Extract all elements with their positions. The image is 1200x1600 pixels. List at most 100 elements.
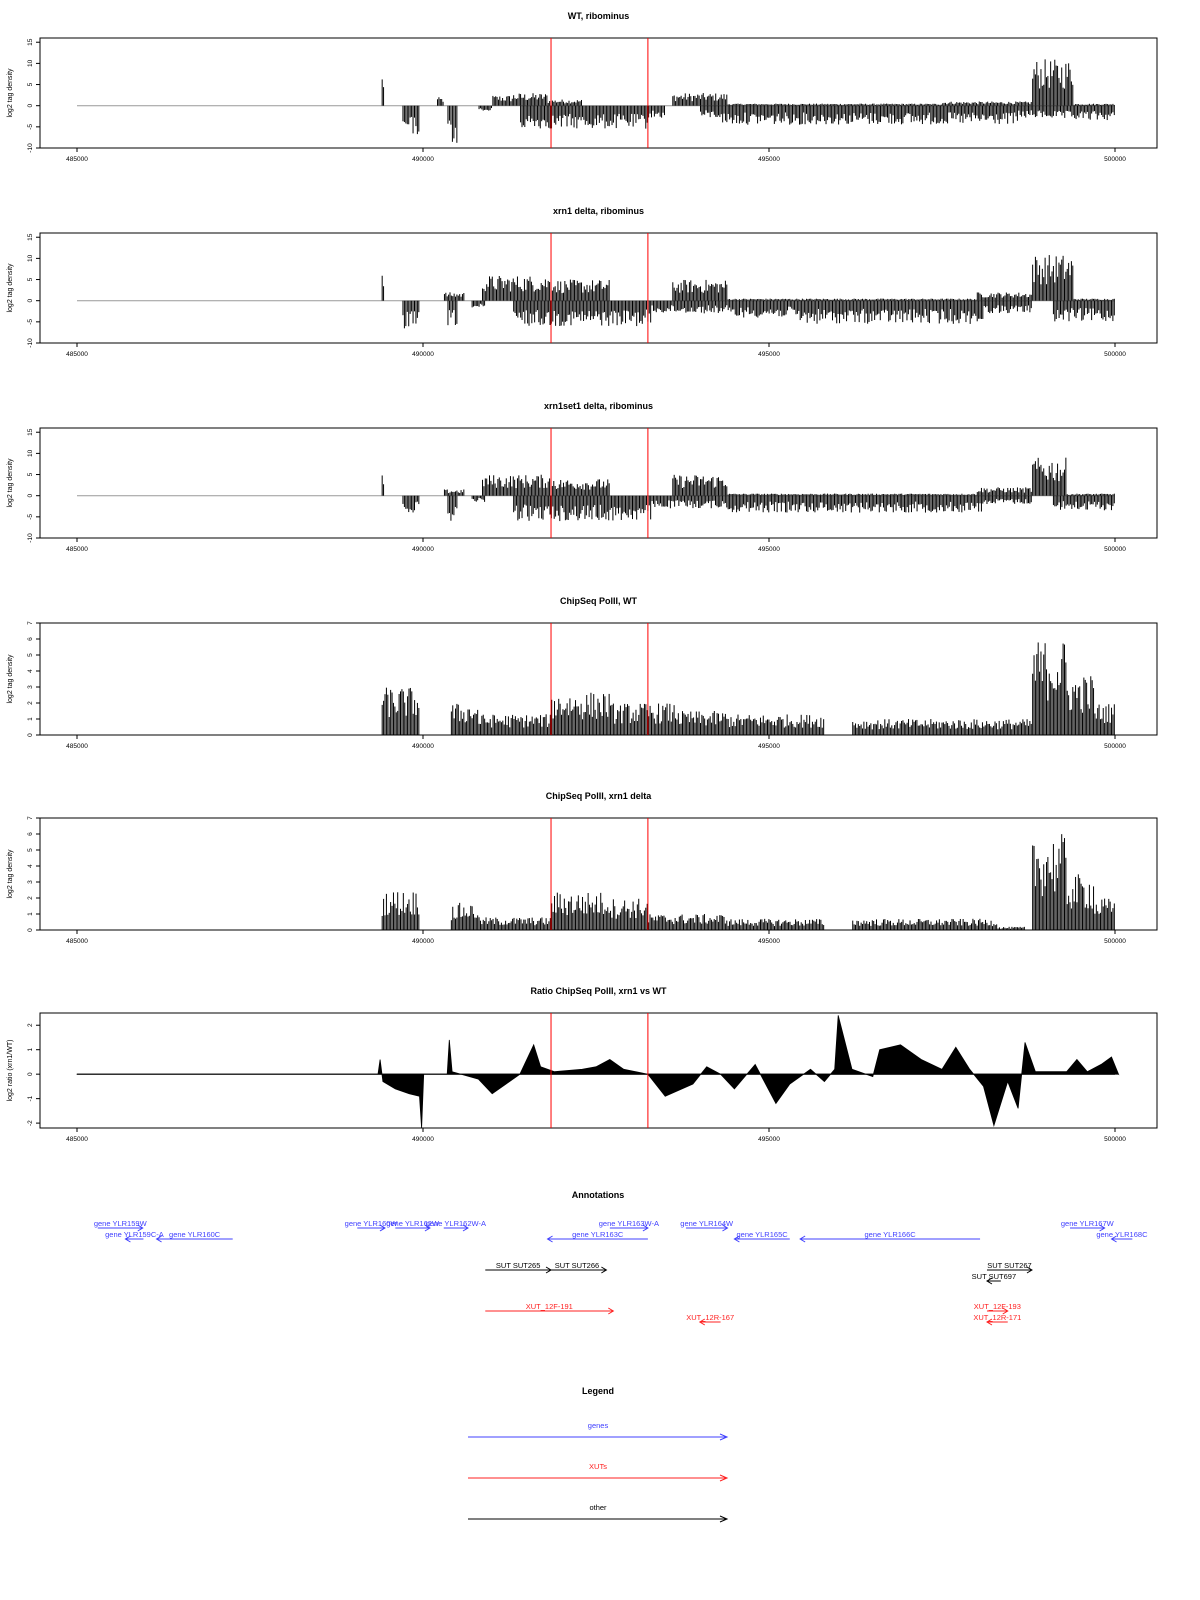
panel-5: ChipSeq PolII, xrn1 delta log2 tag densit… (7, 791, 1158, 945)
minus-strand-bars (447, 495, 458, 521)
minus-strand-bars (699, 105, 721, 118)
plus-strand-bars (551, 692, 610, 735)
gene-arrow-arrowhead (137, 1224, 144, 1232)
y-tick-label: 15 (27, 38, 34, 46)
annotations-panel: Annotations gene YLR159W gene YLR159C-A gen… (94, 1190, 1148, 1326)
legend: Legend genes XUTs other (468, 1386, 729, 1523)
y-axis-label: log2 tag density (7, 263, 14, 313)
gene-arrow-arrowhead (424, 1224, 431, 1232)
legend-item-label: other (589, 1503, 607, 1512)
x-tick-label: 500000 (1104, 1136, 1126, 1143)
x-tick-label: 490000 (412, 938, 434, 945)
x-tick-label: 495000 (758, 156, 780, 163)
y-tick-label: -10 (27, 338, 34, 348)
plus-strand-bars (478, 714, 551, 735)
xut-arrow-label: XUT_12F-191 (526, 1302, 573, 1311)
gene-arrow-arrowhead (124, 1235, 131, 1243)
plus-strand-bars (1032, 59, 1074, 106)
plus-strand-bars (513, 93, 548, 106)
xut-arrow-label: XUT_12F-193 (974, 1302, 1021, 1311)
y-tick-label: 1 (27, 912, 34, 916)
y-tick-label: 10 (27, 59, 34, 67)
plus-strand-bars (554, 479, 610, 496)
sut-arrow-label: SUT SUT265 (496, 1261, 540, 1270)
plus-strand-bars (727, 918, 825, 930)
gene-arrow-arrowhead (799, 1235, 806, 1243)
minus-strand-bars (796, 300, 984, 324)
panel-title: ChipSeq PolII, xrn1 delta (546, 791, 653, 801)
y-tick-label: 1 (27, 717, 34, 721)
minus-strand-bars (520, 105, 648, 129)
gene-arrow-label: gene YLR160W (345, 1219, 399, 1228)
gene-arrow-arrowhead (546, 1235, 553, 1243)
plot-frame (39, 622, 1158, 736)
y-tick-label: 1 (27, 1048, 34, 1052)
minus-strand-bars (1052, 300, 1115, 322)
minus-strand-bars (471, 495, 486, 502)
x-tick-label: 485000 (66, 156, 88, 163)
y-tick-label: 10 (27, 449, 34, 457)
x-tick-label: 485000 (66, 1136, 88, 1143)
plot-frame (39, 1012, 1158, 1129)
plus-strand-bars (672, 474, 728, 496)
gene-arrow-label: gene YLR166C (865, 1230, 917, 1239)
legend-item-arrowhead (719, 1515, 729, 1523)
legend-item-label: XUTs (589, 1462, 607, 1471)
gene-arrow-label: gene YLR159W (94, 1219, 148, 1228)
legend-item-label: genes (588, 1421, 609, 1430)
plus-strand-bars (554, 279, 610, 301)
panel-2: xrn1 delta, ribominus log2 tag density -10… (7, 206, 1158, 358)
panel-title: ChipSeq PolII, WT (560, 596, 637, 606)
plus-strand-bars (1066, 676, 1095, 735)
plus-strand-bars (478, 917, 551, 930)
y-tick-label: 10 (27, 254, 34, 262)
plus-strand-bars (997, 926, 1025, 930)
x-tick-label: 495000 (758, 1136, 780, 1143)
y-tick-label: -10 (27, 143, 34, 153)
panel-6: Ratio ChipSeq PolII, xrn1 vs WT log2 rati… (7, 986, 1158, 1143)
x-tick-label: 500000 (1104, 743, 1126, 750)
x-tick-label: 490000 (412, 351, 434, 358)
panel-title: WT, ribominus (568, 11, 630, 21)
plus-strand-bars (450, 902, 479, 930)
x-tick-label: 490000 (412, 546, 434, 553)
plus-strand-bars (727, 714, 825, 735)
sut-arrow-arrowhead (601, 1266, 608, 1274)
y-tick-label: 2 (27, 701, 34, 705)
y-tick-label: 0 (27, 494, 34, 498)
y-tick-label: 2 (27, 896, 34, 900)
plus-strand-bars (443, 489, 465, 496)
plus-strand-bars (1032, 457, 1067, 496)
minus-strand-bars (471, 300, 486, 308)
y-tick-label: -2 (27, 1120, 34, 1126)
plus-strand-bars (437, 97, 444, 106)
panel-4: ChipSeq PolII, WT log2 tag density 0 1 2 3 4 5 6… (7, 596, 1158, 750)
gene-arrow-label: gene YLR163W-A (599, 1219, 659, 1228)
minus-strand-bars (478, 105, 493, 111)
y-tick-label: 0 (27, 299, 34, 303)
y-tick-label: 0 (27, 733, 34, 737)
y-tick-label: 3 (27, 880, 34, 884)
minus-strand-bars (447, 300, 458, 326)
x-tick-label: 485000 (66, 351, 88, 358)
y-tick-label: 3 (27, 685, 34, 689)
gene-arrow-label: gene YLR163C (572, 1230, 624, 1239)
minus-strand-bars (651, 495, 728, 509)
plus-strand-bars (610, 703, 679, 735)
gene-arrow-arrowhead (733, 1235, 740, 1243)
plus-strand-bars (381, 892, 420, 930)
gene-arrow-arrowhead (1110, 1235, 1117, 1243)
y-tick-label: 5 (27, 848, 34, 852)
plus-strand-bars (1032, 642, 1067, 735)
plus-strand-bars (672, 93, 728, 106)
plus-strand-bars (482, 276, 555, 301)
y-tick-label: 0 (27, 1072, 34, 1076)
y-tick-label: 0 (27, 928, 34, 932)
minus-strand-bars (447, 105, 458, 143)
y-tick-label: 4 (27, 864, 34, 868)
plus-strand-bars (976, 487, 1032, 496)
panel-title: xrn1 delta, ribominus (553, 206, 644, 216)
sut-arrow-label: SUT SUT266 (555, 1261, 599, 1270)
plus-strand-bars (492, 95, 513, 106)
